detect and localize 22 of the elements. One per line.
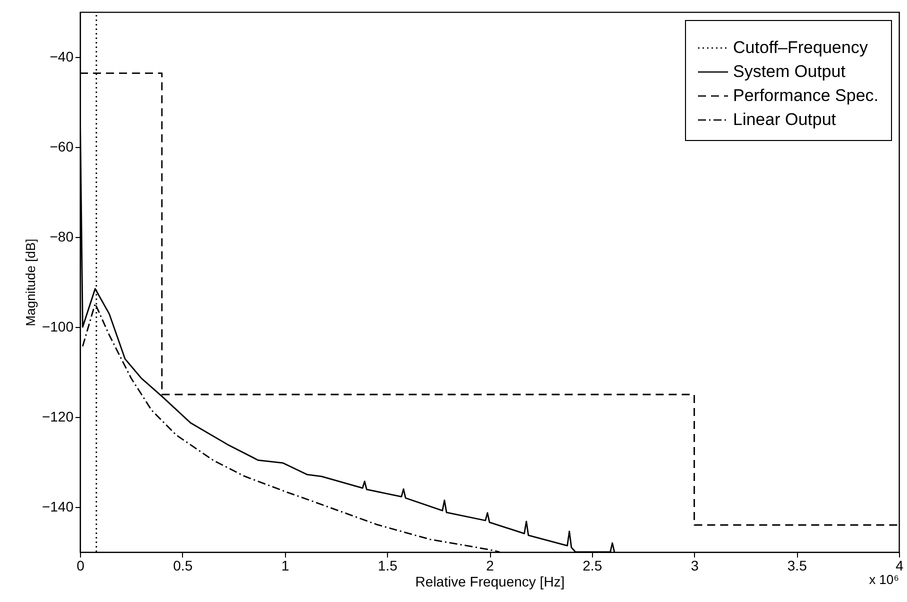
y-axis-title: Magnitude [dB] xyxy=(22,238,38,326)
x-tick-label: 2 xyxy=(486,558,494,574)
legend-label: Cutoff–Frequency xyxy=(733,38,868,57)
y-tick-label: −40 xyxy=(50,48,74,64)
text: x 10⁶ xyxy=(869,572,899,587)
y-tick-label: −60 xyxy=(50,138,74,154)
x-tick-label: 2.5 xyxy=(582,558,602,574)
x-tick-label: 1 xyxy=(281,558,290,574)
x-tick-label: 3.5 xyxy=(787,558,808,574)
y-tick-label: −100 xyxy=(42,318,74,334)
y-tick-label: −120 xyxy=(42,408,74,424)
x-tick-label: 3 xyxy=(690,558,699,574)
x-tick-label: 4 xyxy=(896,558,904,574)
x-tick-label: 0 xyxy=(76,558,85,574)
legend-label: System Output xyxy=(733,62,846,81)
x-tick-label: 0.5 xyxy=(173,558,193,574)
y-tick-label: −140 xyxy=(42,498,74,514)
x-axis-title: Relative Frequency [Hz] xyxy=(415,574,565,590)
y-tick-label: −80 xyxy=(50,228,74,244)
legend-label: Performance Spec. xyxy=(733,86,879,105)
x-tick-label: 1.5 xyxy=(378,558,398,574)
legend-label: Linear Output xyxy=(733,110,836,129)
